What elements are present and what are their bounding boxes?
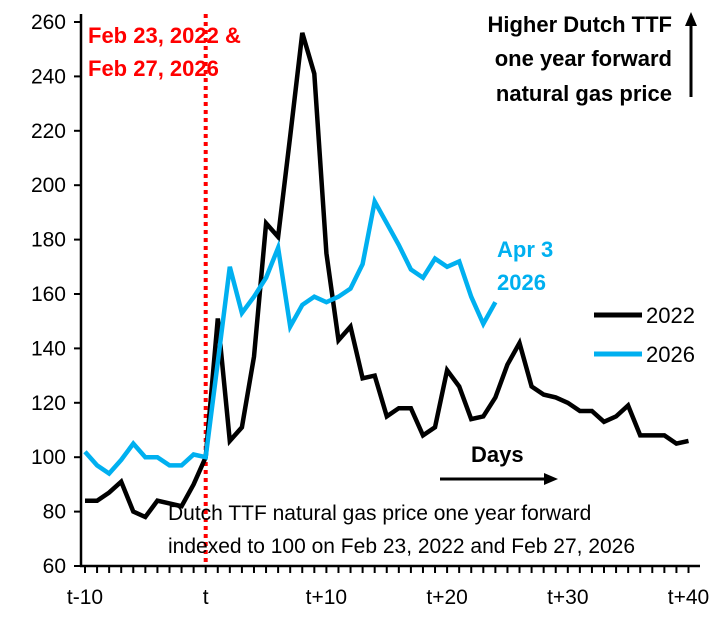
- y-tick-label: 260: [31, 11, 66, 34]
- days-label: Days: [471, 442, 524, 467]
- series-line-2026: [83, 194, 498, 477]
- event-label-2: Feb 27, 2026: [88, 56, 219, 81]
- x-tick-label: t: [203, 586, 209, 609]
- y-tick-label: 240: [31, 65, 66, 88]
- y-tick-label: 160: [31, 283, 66, 306]
- higher-price-label-3: natural gas price: [496, 81, 672, 106]
- right-arrow-icon: [440, 473, 558, 485]
- x-tick-label: t+40: [668, 586, 709, 609]
- y-tick-label: 100: [31, 446, 66, 469]
- event-label-1: Feb 23, 2022 &: [88, 23, 241, 48]
- y-tick-label: 220: [31, 120, 66, 143]
- y-tick-label: 180: [31, 229, 66, 252]
- end-label-1: Apr 3: [497, 237, 553, 262]
- y-tick-label: 80: [43, 501, 66, 524]
- y-tick-label: 140: [31, 337, 66, 360]
- caption-line-2: indexed to 100 on Feb 23, 2022 and Feb 2…: [168, 535, 635, 558]
- legend: 2022 2026: [594, 303, 695, 367]
- x-tick-label: t-10: [67, 586, 103, 609]
- higher-price-label-2: one year forward: [495, 46, 672, 71]
- x-tick-label: t+10: [306, 586, 347, 609]
- y-tick-label: 200: [31, 174, 66, 197]
- up-arrow-icon: [685, 12, 697, 97]
- end-label-2: 2026: [497, 270, 546, 295]
- legend-label-2022: 2022: [646, 303, 695, 328]
- y-tick-label: 60: [43, 555, 66, 578]
- x-tick-label: t+30: [547, 586, 588, 609]
- y-tick-label: 120: [31, 392, 66, 415]
- series-line-2022: [85, 32, 689, 520]
- higher-price-label-1: Higher Dutch TTF: [487, 12, 672, 37]
- caption-line-1: Dutch TTF natural gas price one year for…: [168, 502, 591, 525]
- legend-label-2026: 2026: [646, 342, 695, 367]
- x-tick-label: t+20: [426, 586, 467, 609]
